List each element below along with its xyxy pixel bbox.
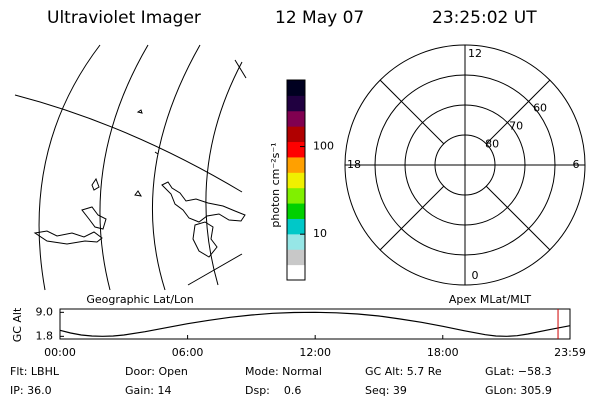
info-field: GLat: −58.3 [485,365,552,378]
y-tick-label: 1.8 [36,329,54,342]
geographic-map [14,44,247,291]
lat-line [38,44,101,291]
colorbar-segment [287,156,305,173]
mlt-label: 6 [573,158,580,171]
info-field: Dsp: 0.6 [245,384,301,397]
info-field: GLon: 305.9 [485,384,552,397]
x-tick-label: 12:00 [299,346,331,359]
info-field: Gain: 14 [125,384,172,397]
colorbar-segment [287,141,305,158]
info-field: IP: 36.0 [10,384,52,397]
lat-line [151,44,201,291]
polar-diagonal [485,79,551,145]
lat-ring [374,74,556,256]
colorbar-segment [287,126,305,143]
mlt-label: 0 [472,269,479,282]
info-field: Door: Open [125,365,188,378]
lon-line [234,59,247,79]
date: 12 May 07 [275,8,364,28]
colorbar-segment [287,172,305,189]
colorbar-tick-label: 100 [313,140,334,153]
colorbar-segment [287,187,305,204]
lon-line [187,253,243,286]
time: 23:25:02 UT [432,8,537,28]
lon-line [14,94,243,193]
info-field: GC Alt: 5.7 Re [365,365,442,378]
right-label: Apex MLat/MLT [449,293,532,306]
plot-frame [59,308,571,340]
colorbar-segment [287,95,305,112]
polar-diagonal [379,79,445,145]
info-field: Flt: LBHL [10,365,60,378]
colorbar-tick-label: 10 [313,227,327,240]
colorbar-segment [287,80,305,96]
y-tick-label: 9.0 [36,305,54,318]
title: Ultraviolet Imager [47,8,201,28]
mlt-label: 12 [468,47,482,60]
colorbar-frame [286,79,306,281]
colorbar-segment [287,233,305,250]
y-axis-label: GC Alt [11,307,24,342]
x-tick-label: 00:00 [44,346,76,359]
info-field: Seq: 39 [365,384,407,397]
polar-diagonal [485,185,551,251]
lat-line [205,61,243,286]
polar-plot [344,44,586,286]
colorbar-label: photon cm⁻²s⁻¹ [269,142,282,227]
coastline [136,109,159,155]
lat-ring [434,134,496,196]
x-tick-label: 23:59 [554,346,586,359]
mlt-label: 18 [347,158,361,171]
lat-ring-label: 70 [509,119,523,132]
polar-diagonal [379,185,445,251]
lat-ring [404,104,526,226]
colorbar-segment [287,203,305,219]
left-label: Geographic Lat/Lon [86,293,193,306]
colorbar-segment [287,264,305,281]
colorbar-segment [287,249,305,266]
lat-line [99,44,149,291]
colorbar-segment [287,218,305,235]
colorbar-segment [287,110,305,127]
lat-ring-label: 80 [485,138,499,151]
altitude-line [59,311,571,337]
x-tick-label: 06:00 [172,346,204,359]
lat-ring-label: 60 [533,101,547,114]
coastline [33,177,107,245]
info-field: Mode: Normal [245,365,322,378]
coastline [134,181,246,258]
x-tick-label: 18:00 [427,346,459,359]
